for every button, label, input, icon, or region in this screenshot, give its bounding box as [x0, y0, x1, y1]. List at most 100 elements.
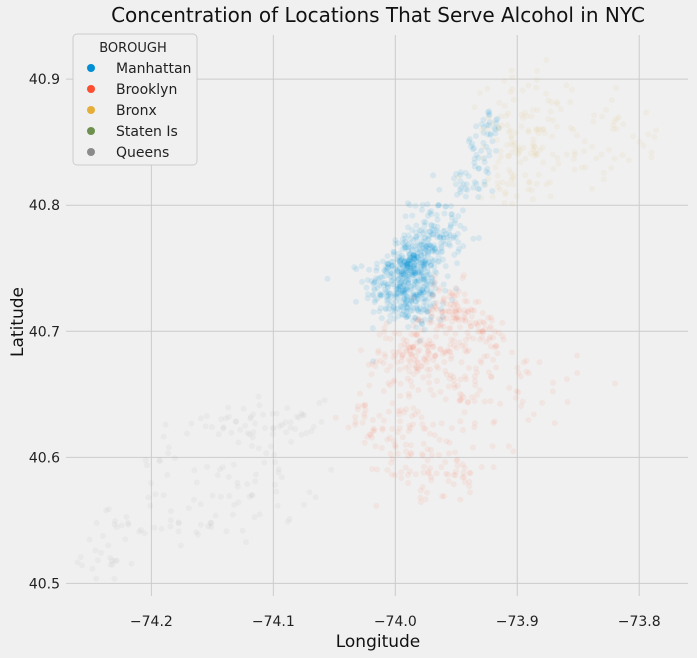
data-point [375, 275, 382, 282]
data-point [403, 262, 410, 268]
data-point [508, 67, 515, 74]
data-point [549, 133, 556, 140]
data-point [263, 450, 270, 457]
data-point [486, 111, 493, 118]
data-point [401, 260, 408, 267]
data-point [214, 472, 221, 479]
series-brooklyn [332, 272, 618, 509]
data-point [471, 159, 478, 166]
data-point [413, 298, 419, 305]
data-point [413, 233, 420, 240]
data-point [424, 309, 431, 315]
data-point [471, 145, 477, 152]
data-point [519, 87, 526, 94]
data-point [427, 316, 434, 323]
data-point [420, 284, 427, 290]
data-point [394, 450, 401, 457]
data-point [479, 126, 486, 133]
data-point [113, 557, 120, 564]
data-point [445, 478, 452, 485]
data-point [107, 554, 114, 561]
data-point [359, 419, 366, 426]
data-point [376, 308, 383, 315]
data-point [495, 158, 502, 165]
data-point [441, 349, 448, 355]
data-point [446, 293, 453, 300]
legend-label: Manhattan [116, 61, 191, 77]
legend-marker [87, 64, 95, 72]
data-point [451, 337, 457, 344]
data-point [530, 107, 537, 113]
data-point [402, 266, 409, 273]
data-point [387, 290, 394, 297]
data-point [458, 392, 465, 399]
data-point [455, 213, 462, 220]
data-point [424, 266, 431, 273]
data-point [395, 313, 402, 320]
data-point [412, 293, 419, 300]
data-point [422, 297, 429, 304]
data-point [479, 310, 486, 316]
data-point [610, 126, 616, 133]
data-point [396, 257, 403, 264]
data-point [447, 232, 453, 239]
data-point [389, 262, 396, 269]
data-point [429, 292, 436, 299]
data-point [574, 132, 580, 139]
data-point [453, 306, 460, 313]
data-point [426, 337, 433, 344]
data-point [435, 322, 442, 329]
data-point [398, 255, 405, 262]
data-point [384, 467, 391, 473]
data-point [432, 304, 439, 311]
data-point [386, 302, 393, 308]
data-point [434, 216, 441, 223]
data-point [397, 303, 404, 310]
data-point [439, 308, 446, 315]
data-point [408, 265, 415, 272]
data-point [439, 313, 446, 320]
data-point [501, 200, 508, 206]
data-point [401, 288, 408, 295]
data-point [398, 279, 404, 286]
data-point [494, 115, 501, 122]
data-point [217, 466, 223, 473]
data-point [412, 242, 418, 249]
data-point [456, 306, 463, 313]
data-point [361, 414, 368, 421]
data-point [232, 418, 239, 425]
data-point [452, 308, 459, 315]
data-point [449, 292, 456, 298]
data-point [420, 452, 427, 459]
data-point [481, 178, 488, 185]
x-tick-label: −74.2 [130, 614, 173, 630]
data-point [233, 418, 240, 425]
data-point [410, 252, 417, 259]
data-point [505, 443, 512, 450]
data-point [540, 126, 547, 133]
data-point [429, 280, 436, 287]
data-point [394, 268, 400, 275]
data-point [471, 398, 478, 404]
data-point [533, 84, 540, 91]
data-point [411, 271, 418, 278]
data-point [423, 272, 430, 279]
data-point [429, 248, 436, 255]
data-point [432, 273, 438, 279]
data-point [390, 281, 396, 288]
data-point [403, 292, 410, 299]
data-point [451, 175, 457, 182]
data-point [92, 547, 99, 554]
data-point [426, 228, 433, 235]
data-point [407, 303, 414, 310]
data-point [279, 421, 286, 428]
data-point [437, 317, 444, 324]
data-point [406, 256, 413, 263]
y-tick-label: 40.7 [29, 324, 60, 340]
data-point [402, 238, 409, 245]
data-point [428, 211, 435, 218]
legend-marker [87, 106, 95, 114]
y-axis-ticks: 40.540.640.740.840.9 [29, 72, 60, 592]
data-point [431, 226, 438, 233]
data-point [445, 383, 452, 390]
